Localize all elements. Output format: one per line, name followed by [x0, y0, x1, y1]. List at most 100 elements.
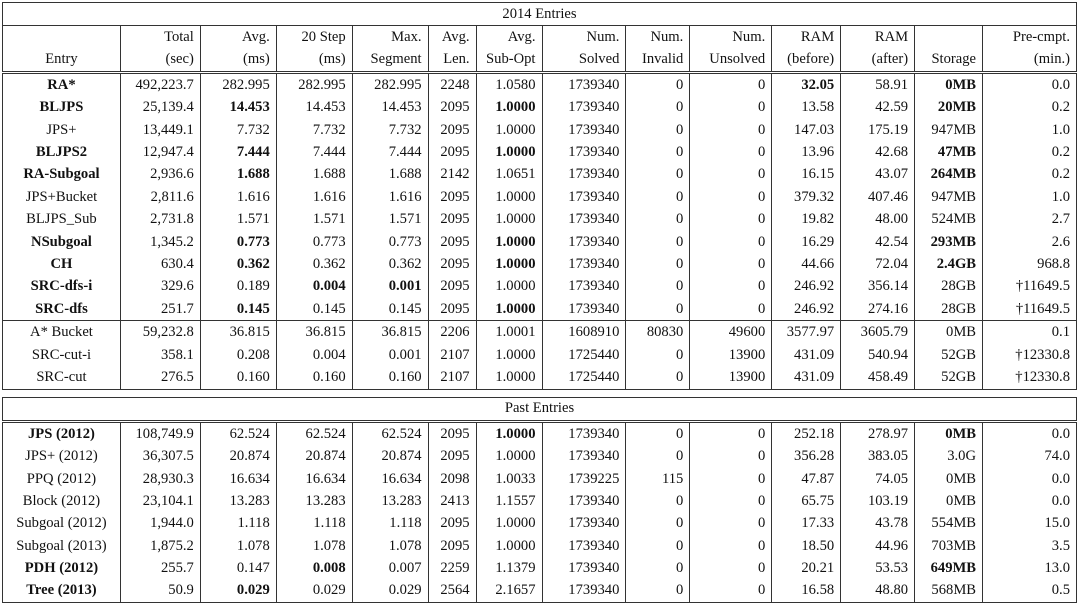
table-cell: 1739340	[541, 534, 627, 558]
table-cell: 0	[625, 163, 691, 187]
table-cell: 44.66	[771, 253, 842, 276]
table-cell: 1.078	[199, 534, 277, 558]
table-cell: 1739225	[541, 467, 627, 491]
table-cell: 1.0000	[475, 230, 543, 254]
entry-name-cell: JPS+Bucket	[2, 186, 121, 209]
table-cell: 2.4GB	[914, 253, 984, 276]
table-cell: 0.208	[199, 343, 277, 367]
table-cell: 74.0	[982, 445, 1077, 468]
table-cell: 20.874	[275, 445, 353, 468]
table-cell: 16.29	[771, 230, 842, 254]
table-cell: 42.59	[840, 96, 916, 119]
table-cell: 53.53	[840, 557, 916, 580]
table-row: BLJPS_Sub 2,731.8 1.571 1.571 1.571 2095 1.000…	[2, 208, 1077, 231]
table-cell: 0	[689, 467, 773, 491]
table-cell: 1739340	[541, 141, 627, 164]
table-cell: 23,104.1	[119, 490, 201, 513]
table-cell: 0	[689, 512, 773, 535]
table-cell: 0	[625, 72, 691, 97]
table-cell: †12330.8	[982, 343, 1077, 367]
table-cell: 0	[625, 275, 691, 299]
table-cell: 2095	[427, 253, 477, 276]
table-cell: 0.145	[275, 298, 353, 321]
table-cell: †12330.8	[982, 366, 1077, 390]
table-cell: 329.6	[119, 275, 201, 299]
table-cell: 0.0	[982, 490, 1077, 513]
table-cell: 2095	[427, 534, 477, 558]
table-cell: 0	[625, 298, 691, 321]
entry-name-cell: Subgoal (2012)	[2, 512, 121, 535]
table-cell: 0.145	[199, 298, 277, 321]
table-row: Block (2012) 23,104.1 13.283 13.283 13.283 24…	[2, 490, 1077, 513]
table-cell: 0.773	[351, 230, 429, 254]
table-cell: 1.118	[351, 512, 429, 535]
table-cell: 407.46	[840, 186, 916, 209]
table-cell: 0	[625, 490, 691, 513]
table-cell: 48.80	[840, 579, 916, 603]
table-cell: 0	[625, 366, 691, 390]
table-cell: 13.0	[982, 557, 1077, 580]
table-cell: 1.118	[275, 512, 353, 535]
table-cell: 0	[689, 490, 773, 513]
column-header: (min.)	[982, 48, 1077, 75]
table-cell: †11649.5	[982, 298, 1077, 321]
table-cell: 0	[625, 230, 691, 254]
table-cell: 0.362	[351, 253, 429, 276]
table-cell: 0	[625, 118, 691, 142]
table-cell: 1.0033	[475, 467, 543, 491]
table-cell: 52GB	[914, 366, 984, 390]
table-row: JPS (2012) 108,749.9 62.524 62.524 62.524 209…	[2, 421, 1077, 446]
table-cell: 0.008	[275, 557, 353, 580]
table-cell: 0MB	[914, 72, 984, 97]
column-header	[914, 25, 984, 49]
table-cell: 47MB	[914, 141, 984, 164]
table-cell: 540.94	[840, 343, 916, 367]
table-row: Subgoal (2012) 1,944.0 1.118 1.118 1.118 2095…	[2, 512, 1077, 535]
table-cell: 1739340	[541, 490, 627, 513]
table-cell: 1,875.2	[119, 534, 201, 558]
table-cell: 0	[689, 230, 773, 254]
section-header-2014: 2014 Entries	[2, 1, 1077, 27]
table-cell: 2206	[427, 320, 477, 344]
table-cell: 947MB	[914, 118, 984, 142]
table-cell: 7.444	[351, 141, 429, 164]
table-row: JPS+Bucket 2,811.6 1.616 1.616 1.616 2095 1.00…	[2, 186, 1077, 209]
table-cell: 1.0651	[475, 163, 543, 187]
column-header: Storage	[914, 48, 984, 75]
header-row-top: Total Avg. 20 Step Max. Avg. Avg. Num. Num. Num.…	[2, 25, 1077, 49]
table-cell: 0MB	[914, 320, 984, 344]
table-cell: 1.0000	[475, 512, 543, 535]
table-cell: 0.007	[351, 557, 429, 580]
entry-name-cell: JPS (2012)	[2, 421, 121, 446]
table-cell: 0	[689, 163, 773, 187]
table-cell: 50.9	[119, 579, 201, 603]
table-cell: 115	[625, 467, 691, 491]
table-cell: 0.2	[982, 96, 1077, 119]
table-cell: 2.1657	[475, 579, 543, 603]
entry-name-cell: BLJPS	[2, 96, 121, 119]
table-cell: 42.68	[840, 141, 916, 164]
table-cell: 947MB	[914, 186, 984, 209]
table-cell: 1.0	[982, 186, 1077, 209]
table-cell: 358.1	[119, 343, 201, 367]
table-cell: 1,345.2	[119, 230, 201, 254]
gap-cell	[3, 389, 1077, 397]
table-cell: 568MB	[914, 579, 984, 603]
column-header: Len.	[427, 48, 477, 75]
table-row: SRC-dfs 251.7 0.145 0.145 0.145 2095 1.0000 173…	[2, 298, 1077, 321]
table-cell: 2107	[427, 343, 477, 367]
table-cell: 1.571	[275, 208, 353, 231]
table-cell: 20.21	[771, 557, 842, 580]
entry-name-cell: JPS+ (2012)	[2, 445, 121, 468]
table-cell: 0.362	[199, 253, 277, 276]
table-cell: 20MB	[914, 96, 984, 119]
table-cell: 1.0000	[475, 141, 543, 164]
table-cell: 28,930.3	[119, 467, 201, 491]
table-row: SRC-cut-i 358.1 0.208 0.004 0.001 2107 1.0000 1…	[2, 343, 1077, 367]
table-row: Subgoal (2013) 1,875.2 1.078 1.078 1.078 2095…	[2, 534, 1077, 558]
table-cell: 25,139.4	[119, 96, 201, 119]
column-header: (before)	[771, 48, 842, 75]
table-cell: 19.82	[771, 208, 842, 231]
table-cell: 0	[625, 343, 691, 367]
